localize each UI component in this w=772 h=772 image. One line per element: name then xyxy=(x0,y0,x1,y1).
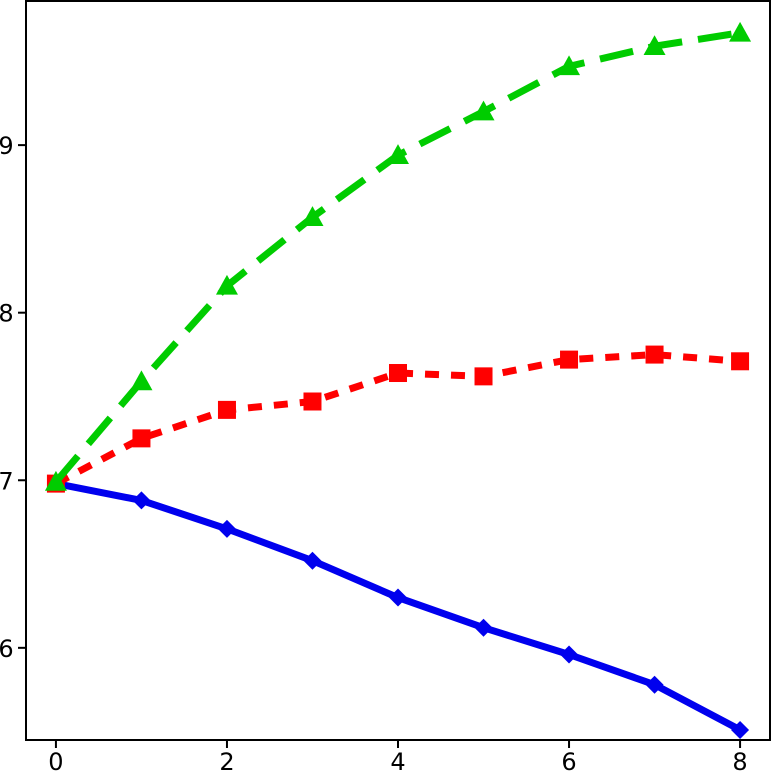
series-2-point xyxy=(560,350,579,369)
y-tick-label: 6 xyxy=(0,635,14,663)
x-tick-label: 8 xyxy=(732,748,747,772)
series-2-point xyxy=(731,352,750,371)
series-2-point xyxy=(303,392,322,411)
series-2-point xyxy=(474,367,493,386)
plot-content xyxy=(44,21,752,739)
series-2 xyxy=(46,345,750,493)
series-3-point xyxy=(558,55,581,76)
series-3-point xyxy=(472,100,495,121)
series-1-point xyxy=(132,491,151,510)
series-2-point xyxy=(645,345,664,364)
series-1-point xyxy=(560,645,579,664)
series-3-line xyxy=(53,29,741,485)
y-tick-label: 8 xyxy=(0,300,14,328)
series-3-point xyxy=(729,21,752,42)
series-1-point xyxy=(389,588,407,607)
series-3-point xyxy=(643,35,666,56)
x-tick-label: 2 xyxy=(219,748,234,772)
x-tick-label: 4 xyxy=(390,748,405,772)
series-2-point xyxy=(389,364,407,383)
x-tick-label: 6 xyxy=(561,748,576,772)
series-2-point xyxy=(217,400,236,419)
series-1-point xyxy=(217,519,236,538)
series-3-point xyxy=(387,144,409,164)
series-3-point xyxy=(130,370,153,391)
series-1-point xyxy=(731,720,750,739)
y-tick-label: 7 xyxy=(0,467,14,495)
series-3-point xyxy=(215,274,238,295)
series-3-point xyxy=(44,470,67,491)
series-3-point xyxy=(301,206,324,226)
series-2-point xyxy=(132,429,151,448)
x-axis: 0 2 4 6 8 xyxy=(48,740,748,772)
series-1-point xyxy=(645,675,664,694)
series-1 xyxy=(46,474,750,739)
series-1-point xyxy=(303,551,322,570)
series-1-line xyxy=(55,480,742,733)
x-tick-label: 0 xyxy=(48,748,63,772)
series-1-point xyxy=(474,618,493,637)
series-3 xyxy=(44,21,752,491)
y-tick-label: 9 xyxy=(0,132,14,160)
y-axis: 6 7 8 9 xyxy=(0,132,26,663)
